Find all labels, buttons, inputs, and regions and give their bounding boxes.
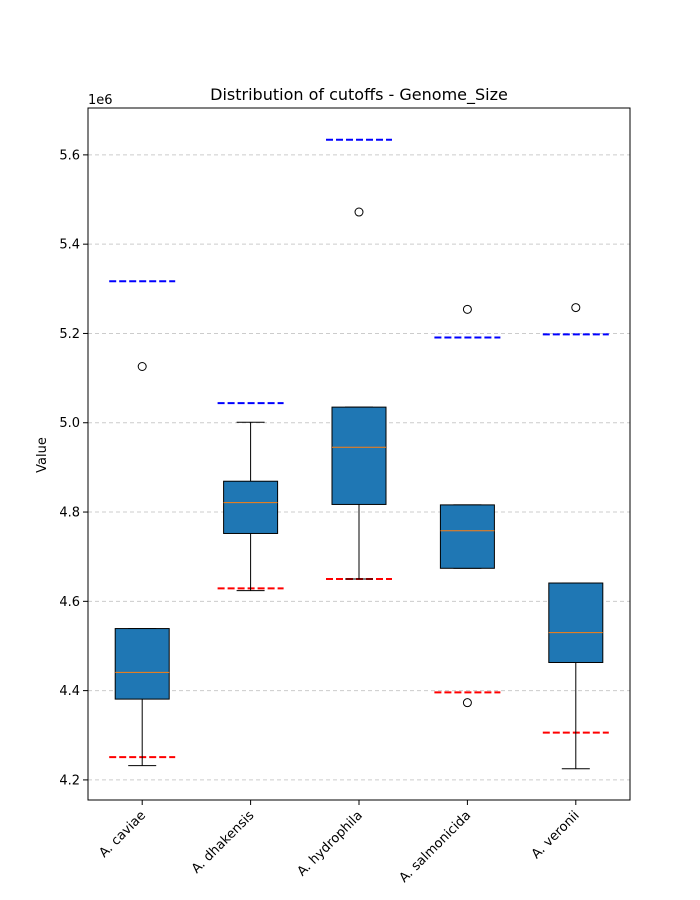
y-axis-ticks: 4.2 4.4 4.6 4.8 5.0 5.2 5.4 5.6 (59, 148, 88, 788)
y-tick-label: 4.4 (59, 684, 80, 699)
x-tick-label: A. hydrophila (295, 808, 366, 879)
y-axis-offset-label: 1e6 (88, 93, 113, 108)
outlier-point (462, 698, 472, 708)
box-4 (439, 304, 495, 708)
iqr-box (223, 480, 279, 534)
y-tick-label: 4.8 (59, 506, 80, 521)
x-tick-label: A. veronii (529, 808, 583, 862)
iqr-box (331, 406, 387, 505)
iqr-box (439, 504, 495, 569)
x-tick-label: A. salmonicida (397, 808, 475, 886)
y-tick-label: 4.2 (59, 773, 80, 788)
y-tick-label: 5.6 (59, 148, 80, 163)
chart-title: Distribution of cutoffs - Genome_Size (210, 85, 508, 105)
x-axis-ticks: A. caviae A. dhakensis A. hydrophila A. sal… (96, 800, 583, 886)
box-2 (223, 421, 279, 592)
outlier-point (571, 303, 581, 313)
y-tick-label: 4.6 (59, 595, 80, 610)
outlier-point (137, 361, 147, 371)
grid-lines (88, 154, 630, 781)
box-5 (548, 303, 604, 770)
x-tick-label: A. dhakensis (189, 808, 258, 877)
y-tick-label: 5.2 (59, 327, 80, 342)
boxes (114, 207, 604, 770)
x-tick-label: A. caviae (96, 808, 149, 861)
iqr-box (114, 628, 170, 700)
y-axis-label: Value (35, 437, 50, 473)
y-tick-label: 5.0 (59, 416, 80, 431)
outlier-point (462, 304, 472, 314)
y-tick-label: 5.4 (59, 238, 80, 253)
box-1 (114, 361, 170, 767)
iqr-box (548, 582, 604, 663)
outlier-point (354, 207, 364, 217)
box-3 (331, 207, 387, 580)
